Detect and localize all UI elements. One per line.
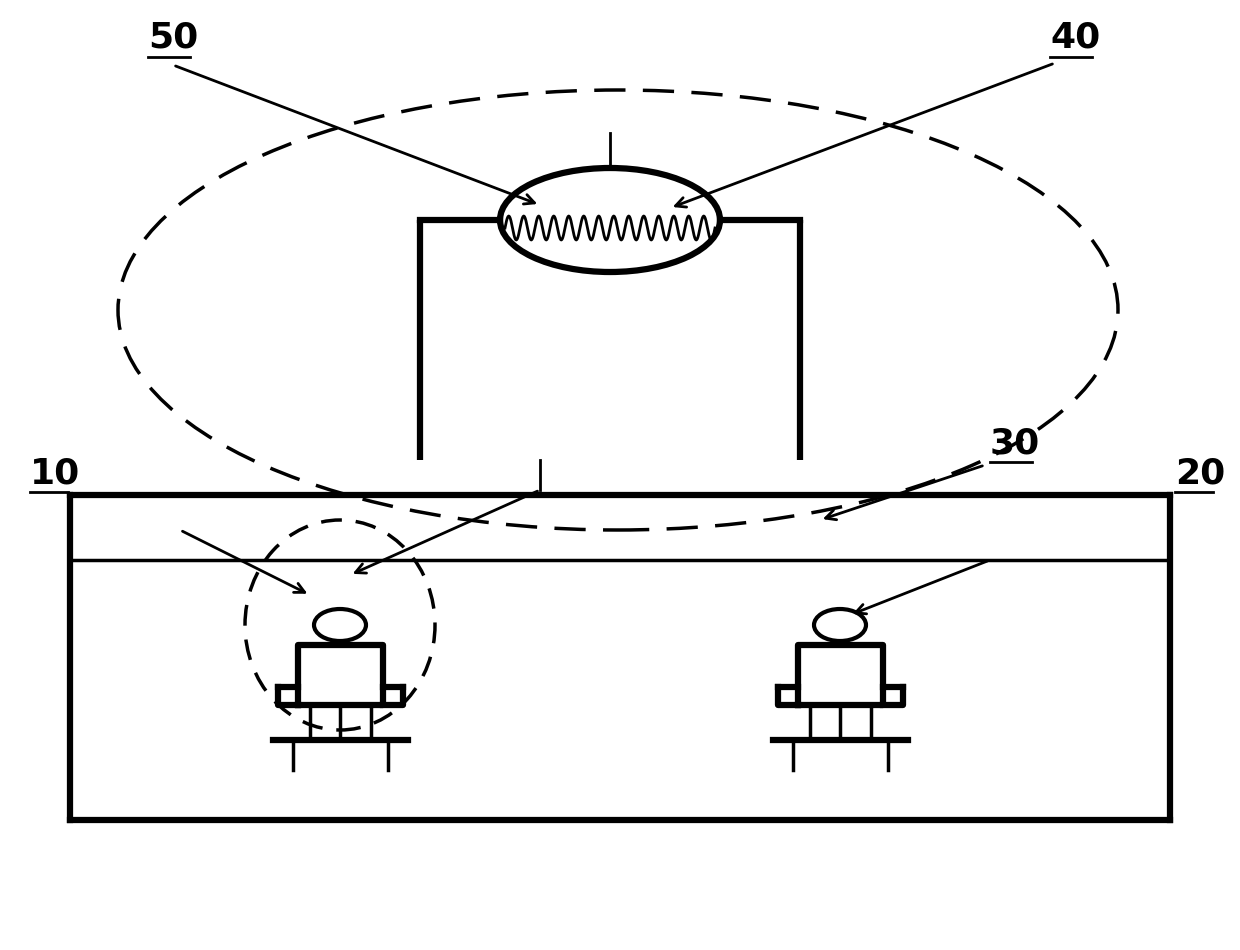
Text: 40: 40 [1050,21,1100,55]
Text: 50: 50 [148,21,198,55]
Text: 30: 30 [990,426,1040,460]
Text: 10: 10 [30,456,81,490]
Text: 20: 20 [1176,456,1225,490]
